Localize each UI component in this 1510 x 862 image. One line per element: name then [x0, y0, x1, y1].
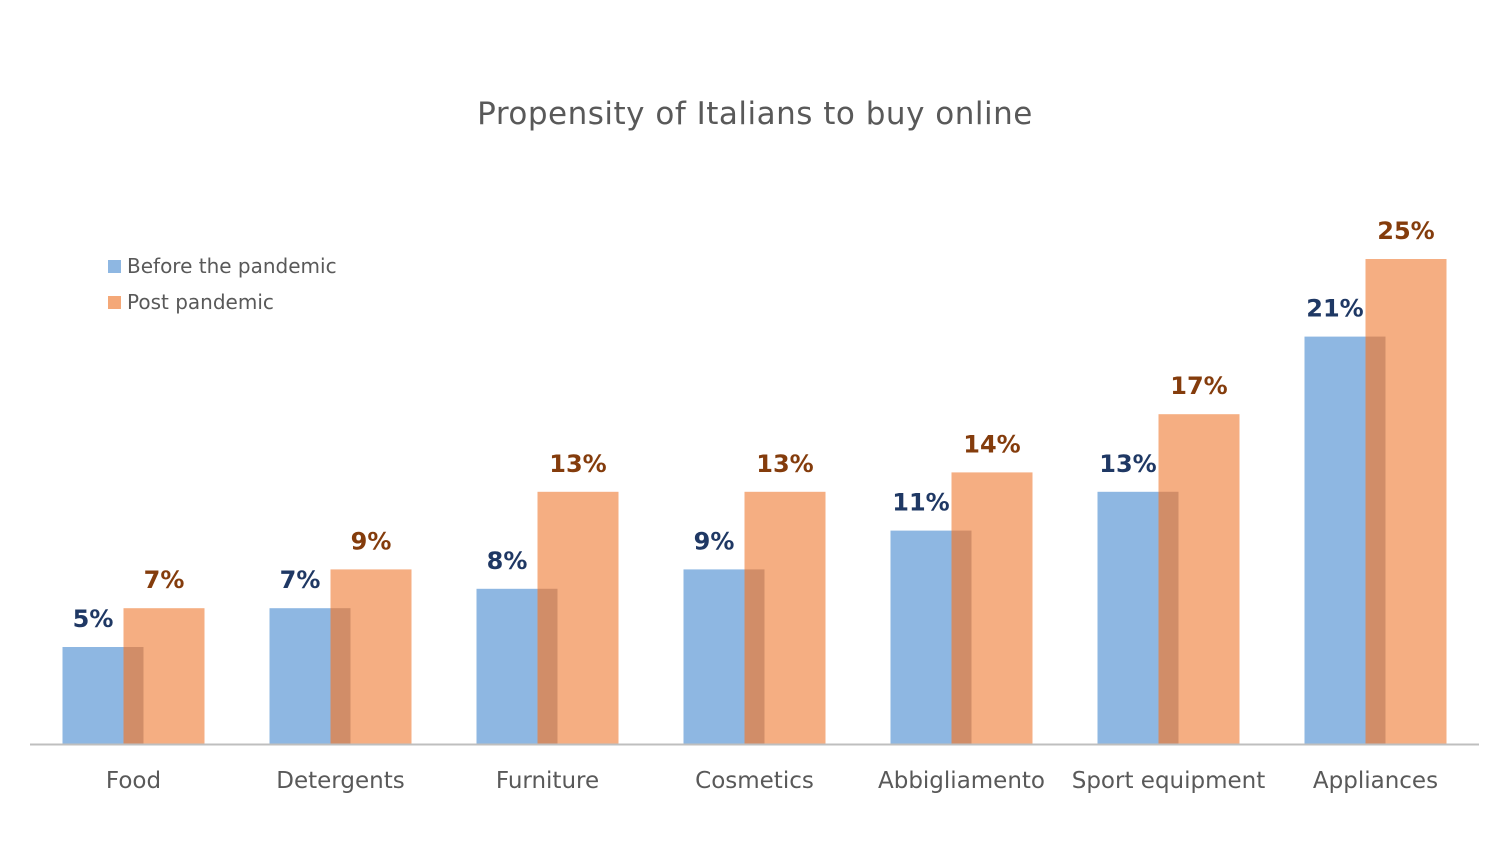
legend-label-before: Before the pandemic	[127, 254, 337, 278]
bar-overlap-4	[951, 530, 972, 744]
legend-swatch-post	[108, 295, 121, 309]
category-label-3: Cosmetics	[695, 768, 814, 794]
category-label-1: Detergents	[276, 768, 404, 794]
value-label-post-3: 13%	[756, 450, 813, 478]
chart-title: Propensity of Italians to buy online	[477, 96, 1033, 132]
value-label-post-1: 9%	[351, 527, 392, 555]
value-label-post-4: 14%	[963, 430, 1020, 458]
category-label-5: Sport equipment	[1072, 768, 1266, 794]
value-label-before-4: 11%	[892, 489, 949, 517]
bar-overlap-6	[1365, 336, 1386, 744]
category-label-4: Abbigliamento	[878, 768, 1045, 794]
bar-overlap-1	[330, 608, 351, 744]
legend-label-post: Post pandemic	[127, 290, 274, 314]
value-label-before-5: 13%	[1099, 450, 1156, 478]
value-label-before-2: 8%	[487, 547, 528, 575]
category-label-0: Food	[106, 768, 161, 794]
value-label-before-0: 5%	[73, 605, 114, 633]
value-label-before-6: 21%	[1306, 295, 1363, 323]
legend-item-before: Before the pandemic	[108, 248, 337, 284]
value-label-post-2: 13%	[549, 450, 606, 478]
category-label-2: Furniture	[496, 768, 599, 794]
legend-swatch-before	[108, 259, 121, 273]
legend: Before the pandemic Post pandemic	[108, 248, 337, 320]
value-label-post-6: 25%	[1377, 217, 1434, 245]
value-label-post-5: 17%	[1170, 372, 1227, 400]
bar-overlap-5	[1158, 491, 1179, 744]
value-label-post-0: 7%	[144, 566, 185, 594]
bar-overlap-2	[537, 588, 558, 744]
bar-overlap-0	[123, 647, 144, 744]
value-label-before-1: 7%	[280, 566, 321, 594]
bar-overlap-3	[744, 569, 765, 744]
category-label-6: Appliances	[1313, 768, 1438, 794]
legend-item-post: Post pandemic	[108, 284, 337, 320]
value-label-before-3: 9%	[694, 527, 735, 555]
